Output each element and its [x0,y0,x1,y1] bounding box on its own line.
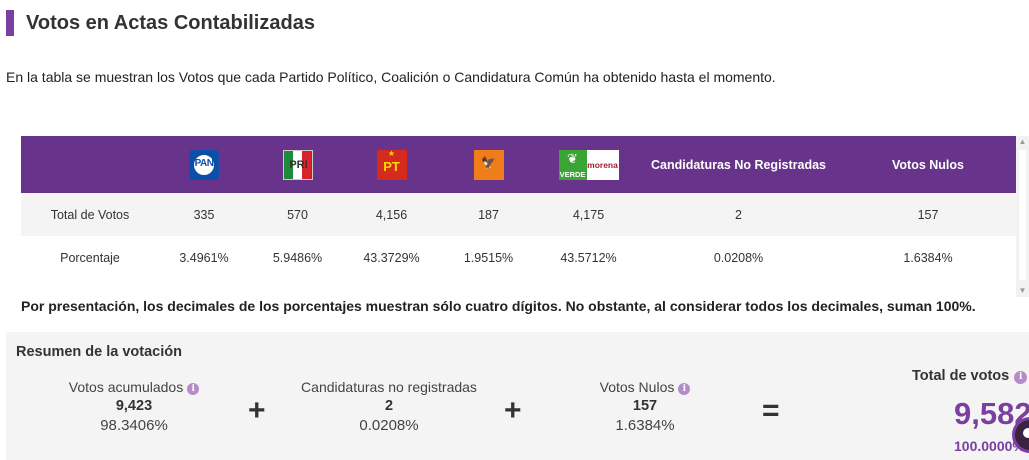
table-scrollbar[interactable]: ▲ ▼ [1016,136,1029,297]
scrollbar-thumb[interactable] [1019,150,1026,280]
table-row-total-votos: Total de Votos 335 570 4,156 187 4,175 2… [21,193,1016,236]
stat-value: 2 [384,398,394,414]
info-icon[interactable]: i [678,383,691,395]
cell-mc-votos: 187 [437,193,540,236]
stat-percentage: 98.3406% [100,417,168,434]
table-row-porcentaje: Porcentaje 3.4961% 5.9486% 43.3729% 1.95… [21,236,1016,279]
stat-value: 157 [632,398,658,414]
table-header-row: PAN PRI ★ PT 🦅 ❦ VERDE morena Candid [21,136,1016,193]
header-pt: ★ PT [346,136,437,193]
section-header: Votos en Actas Contabilizadas [6,10,315,36]
stat-label: Votos Nulos [599,379,675,395]
stat-votos-nulos: Votos Nulos i 157 1.6384% [580,379,710,434]
verde-morena-logo-icon: ❦ VERDE morena [558,149,619,180]
summary-title: Resumen de la votación [16,344,182,360]
cell-no-registradas-pct: 0.0208% [637,236,840,279]
info-icon[interactable]: i [1014,371,1028,384]
plus-sign: + [504,394,522,427]
stat-total-votos: Total de votos i 9,582 100.0000% [894,366,1029,460]
page-title: Votos en Actas Contabilizadas [26,11,315,34]
cell-nulos-pct: 1.6384% [840,236,1016,279]
scroll-up-arrow-icon[interactable]: ▲ [1018,137,1027,146]
pt-logo-icon: ★ PT [376,149,407,180]
header-verde-morena: ❦ VERDE morena [540,136,637,193]
stat-votos-acumulados: Votos acumulados i 9,423 98.3406% [54,379,214,434]
cell-nulos-votos: 157 [840,193,1016,236]
stat-label: Candidaturas no registradas [301,379,477,395]
movimiento-ciudadano-logo-icon: 🦅 [473,149,504,180]
stat-percentage: 0.0208% [359,417,419,434]
row-label: Total de Votos [21,193,159,236]
header-pan: PAN [159,136,249,193]
header-pri: PRI [249,136,346,193]
header-mc: 🦅 [437,136,540,193]
stat-candidaturas-no-registradas: Candidaturas no registradas 2 0.0208% [294,379,484,434]
row-label: Porcentaje [21,236,159,279]
intro-text: En la tabla se muestran los Votos que ca… [6,69,776,85]
stat-percentage: 1.6384% [615,417,675,434]
cell-pt-pct: 43.3729% [346,236,437,279]
equals-sign: = [762,394,780,427]
votes-table-container: PAN PRI ★ PT 🦅 ❦ VERDE morena Candid [21,136,1016,280]
header-row-label [21,136,159,193]
stat-label: Votos acumulados [68,379,184,395]
cell-verde-morena-pct: 43.5712% [540,236,637,279]
cell-pan-votos: 335 [159,193,249,236]
cell-verde-morena-votos: 4,175 [540,193,637,236]
cell-pan-pct: 3.4961% [159,236,249,279]
cell-mc-pct: 1.9515% [437,236,540,279]
info-icon[interactable]: i [187,383,200,395]
percentage-note: Por presentación, los decimales de los p… [21,298,976,314]
votes-table: PAN PRI ★ PT 🦅 ❦ VERDE morena Candid [21,136,1016,279]
pan-logo-icon: PAN [189,149,219,180]
cell-pri-pct: 5.9486% [249,236,346,279]
chat-icon [1023,428,1029,438]
plus-sign: + [248,394,266,427]
cell-no-registradas-votos: 2 [637,193,840,236]
stat-value: 9,423 [115,398,153,414]
total-label: Total de votos [912,368,1010,384]
scroll-down-arrow-icon[interactable]: ▼ [1018,286,1027,295]
section-accent-bar [6,10,14,36]
cell-pt-votos: 4,156 [346,193,437,236]
summary-panel: Resumen de la votación Votos acumulados i… [6,332,1029,460]
total-percentage: 100.0000% [954,438,1025,454]
header-votos-nulos: Votos Nulos [840,136,1016,193]
header-no-registradas: Candidaturas No Registradas [637,136,840,193]
cell-pri-votos: 570 [249,193,346,236]
pri-logo-icon: PRI [282,149,313,180]
